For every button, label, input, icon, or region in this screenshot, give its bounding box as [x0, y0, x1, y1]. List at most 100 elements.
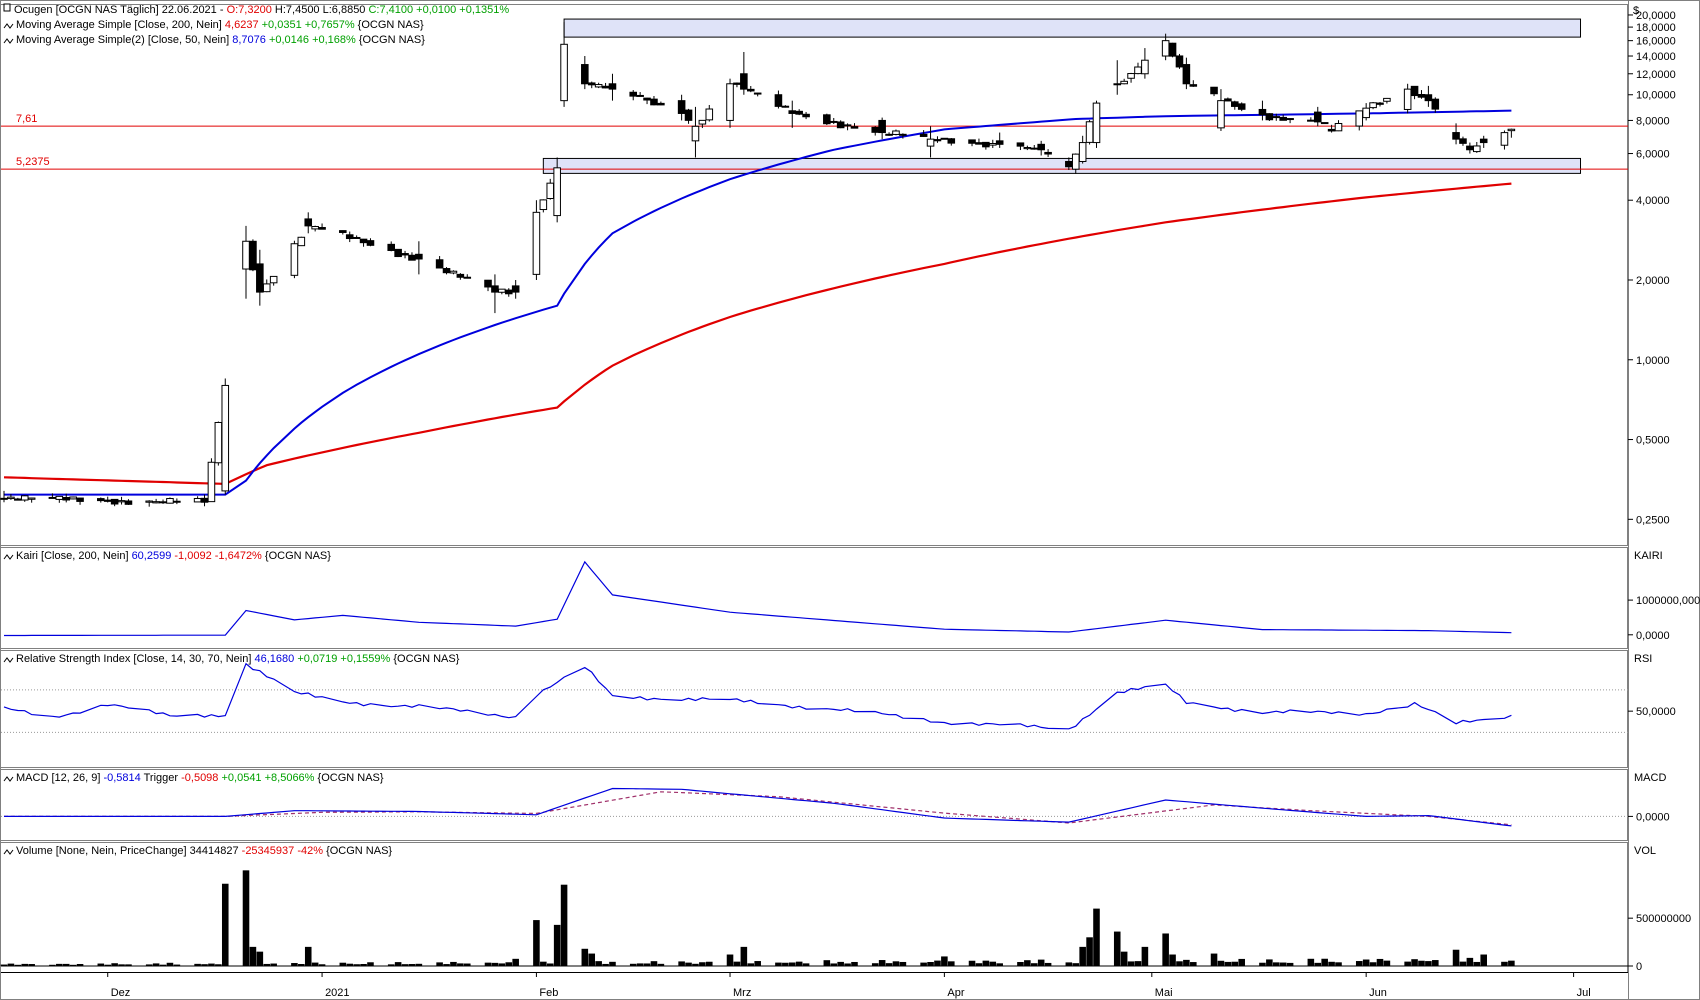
price-axis-label: 8,0000 [1636, 115, 1670, 127]
candle [968, 139, 976, 147]
candle-body [1383, 97, 1391, 102]
volume-bar [1169, 954, 1176, 966]
volume-bar [629, 963, 637, 966]
volume-bar [1183, 959, 1190, 966]
candle-body [152, 501, 160, 504]
candle-body [7, 496, 15, 500]
volume-bar [802, 963, 810, 966]
candle-body [1037, 143, 1045, 151]
candle-body [1452, 132, 1460, 140]
candle [802, 111, 810, 120]
candle [684, 108, 693, 124]
volume-bar [885, 963, 893, 966]
candle-body [968, 139, 976, 144]
candle [359, 238, 368, 247]
price-axis-label: 18,0000 [1636, 22, 1676, 34]
volume-bar [498, 963, 506, 966]
candle [1016, 142, 1025, 151]
candle-body [352, 236, 361, 239]
candle-body [311, 226, 319, 230]
candle [1113, 60, 1122, 95]
volume-bar [256, 951, 264, 966]
candle-body [415, 253, 423, 260]
volume-bar [1044, 962, 1052, 966]
candle-body [843, 124, 852, 127]
candle [463, 274, 472, 279]
candle-body [587, 82, 596, 86]
candle [1403, 83, 1412, 114]
candle-body [117, 500, 126, 503]
candle [456, 273, 465, 280]
candle-body [795, 110, 803, 115]
macd-header-icon [3, 776, 14, 782]
candle-body [449, 270, 458, 274]
candle-body [173, 500, 181, 503]
candle-body [560, 43, 568, 102]
candle [878, 117, 886, 140]
kairi-axis-label: 1000000,0000 [1636, 595, 1700, 607]
candle [366, 238, 375, 247]
header-rsi-part: Relative Strength Index [Close, 14, 30, … [16, 653, 254, 665]
volume-bar [1376, 958, 1384, 966]
volume-bar [353, 964, 360, 966]
candle-body [318, 227, 326, 230]
volume-bar [533, 920, 540, 966]
candle-body [200, 497, 209, 503]
volume-bar [747, 963, 755, 966]
volume-bar [699, 962, 706, 966]
candle [1362, 103, 1370, 121]
candle-body [740, 73, 748, 90]
candle-body [339, 230, 347, 233]
candle-body [788, 110, 797, 114]
volume-bar [650, 961, 658, 966]
candle-body [221, 384, 230, 492]
candle-body [926, 138, 935, 147]
candle-body [1182, 64, 1191, 85]
candle-body [1030, 147, 1039, 150]
volume-bar [1141, 946, 1149, 966]
volume-bar [360, 963, 367, 966]
volume-bar [76, 963, 84, 966]
volume-bar [1017, 962, 1024, 966]
volume-bar [1321, 958, 1328, 966]
header-main-part: C:7,4100 +0,0100 +0,1351% [368, 4, 509, 16]
candle-body [214, 421, 223, 464]
candle-body [1224, 98, 1232, 102]
candle [629, 90, 638, 101]
candle [269, 275, 278, 286]
candle [1210, 86, 1218, 97]
candle-body [269, 275, 278, 284]
candle [20, 495, 29, 502]
header-macd: MACD [12, 26, 9] -0,5814 Trigger -0,5098… [16, 772, 384, 784]
candle-body [601, 85, 610, 89]
candle-body [705, 108, 714, 121]
candle [1431, 97, 1440, 113]
candle [982, 141, 990, 150]
volume-bar [242, 870, 250, 966]
candle-body [27, 497, 36, 500]
volume-bar [221, 883, 229, 966]
candle [1030, 144, 1039, 150]
volume-bar [989, 961, 997, 966]
volume-bar [996, 963, 1003, 966]
x-axis-label: Feb [539, 987, 558, 999]
candle-body [262, 283, 271, 293]
volume-bar [1466, 957, 1474, 966]
volume-bar [1501, 961, 1508, 966]
volume-bar [1024, 960, 1031, 966]
header-ma200-part: +0,0351 +0,7657% [262, 19, 358, 31]
candle-body [103, 499, 112, 502]
volume-bar [546, 963, 554, 966]
x-axis-label: Dez [111, 987, 131, 999]
candle-body [1231, 101, 1239, 107]
candle [256, 249, 264, 306]
kairi-panel-frame [0, 547, 1628, 649]
candle [1175, 53, 1184, 69]
volume-bar [871, 963, 879, 966]
candle-body [1113, 83, 1122, 86]
candle-body [1134, 66, 1142, 75]
candle [152, 498, 160, 504]
candle-body [1507, 128, 1516, 132]
volume-bar [152, 963, 160, 966]
